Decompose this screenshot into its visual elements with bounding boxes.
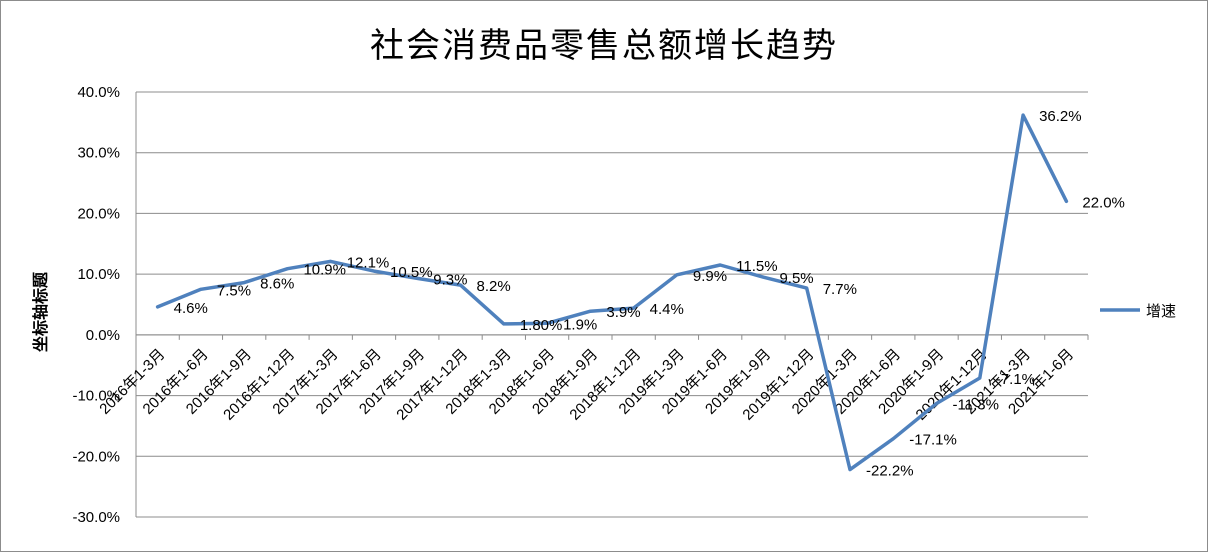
data-label: 11.5%: [736, 258, 777, 275]
y-axis-title: 坐标轴标题: [31, 271, 50, 352]
series-line: [155, 113, 1069, 472]
data-label: 8.2%: [477, 278, 511, 295]
data-label: 3.9%: [606, 304, 640, 321]
data-label: 10.5%: [390, 264, 433, 281]
y-tick-label: 20.0%: [77, 205, 120, 222]
data-label: 9.9%: [693, 268, 727, 285]
y-tick-label: 40.0%: [77, 84, 120, 101]
axes: [135, 92, 1089, 517]
data-label: 9.3%: [433, 271, 467, 288]
data-label: 4.4%: [650, 301, 684, 318]
data-label: 4.6%: [174, 300, 208, 317]
data-label: -17.1%: [909, 432, 957, 449]
data-label: 9.5%: [779, 270, 813, 287]
legend: 增速: [1100, 302, 1176, 320]
data-label: 22.0%: [1082, 194, 1125, 211]
data-label: -22.2%: [866, 463, 914, 480]
data-label: 36.2%: [1039, 108, 1082, 125]
data-label: 7.7%: [823, 281, 857, 298]
data-label: 1.9%: [563, 316, 597, 333]
chart-title: 社会消费品零售总额增长趋势: [370, 26, 838, 66]
data-label: 10.9%: [303, 262, 346, 279]
y-tick-label: 30.0%: [77, 145, 120, 162]
data-label: 8.6%: [260, 276, 294, 293]
data-labels: 4.6% 7.5% 8.6% 10.9% 12.1%10.5% 9.3% 8.2% 1.80%…: [174, 108, 1125, 480]
y-tick-label: -20.0%: [72, 448, 120, 465]
y-tick-labels: -30.0% -20.0% -10.0% 0.0% 10.0% 20.0% 30.0% 40.…: [72, 84, 120, 526]
y-tick-label: -10.0%: [72, 388, 120, 405]
y-tick-label: 10.0%: [77, 266, 120, 283]
data-label: 1.80%: [520, 317, 563, 334]
data-label: -11.3%: [953, 396, 999, 413]
x-tick-labels: 2016年1-3月2016年1-6月2016年1-9月2016年1-12月201…: [96, 346, 1077, 424]
y-tick-label: -30.0%: [72, 509, 120, 526]
data-label: 12.1%: [347, 254, 390, 271]
legend-label: 增速: [1146, 302, 1176, 320]
data-label: 7.5%: [217, 282, 251, 299]
y-tick-label: 0.0%: [86, 327, 120, 344]
data-label: -7.1%: [996, 371, 1035, 388]
